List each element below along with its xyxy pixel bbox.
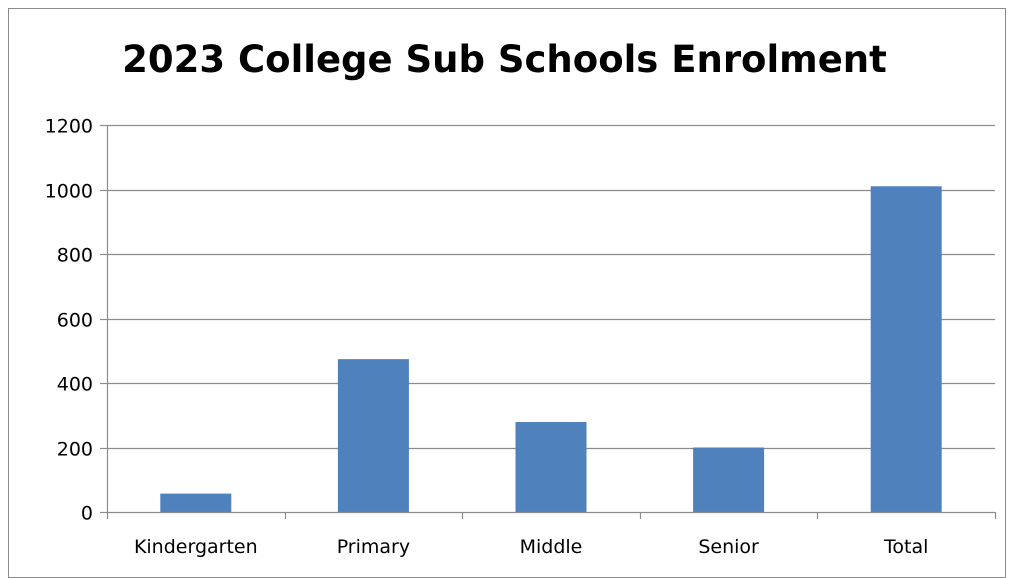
gridlines bbox=[107, 126, 995, 449]
bar-middle bbox=[516, 422, 587, 512]
y-tick-labels: 0 200 400 600 800 1000 1200 bbox=[45, 116, 93, 525]
y-tick-label-600: 600 bbox=[57, 310, 93, 332]
y-tick-label-0: 0 bbox=[81, 503, 93, 525]
x-label-kindergarten: Kindergarten bbox=[134, 536, 258, 558]
bars bbox=[160, 186, 941, 512]
x-label-middle: Middle bbox=[520, 536, 583, 558]
y-tick-label-1000: 1000 bbox=[45, 181, 93, 203]
x-category-labels: Kindergarten Primary Middle Senior Total bbox=[134, 536, 928, 558]
x-label-total: Total bbox=[883, 536, 928, 558]
bar-senior bbox=[693, 448, 764, 513]
bar-total bbox=[871, 186, 942, 512]
x-label-primary: Primary bbox=[337, 536, 410, 558]
y-tick-label-400: 400 bbox=[57, 374, 93, 396]
y-tick-label-200: 200 bbox=[57, 439, 93, 461]
x-label-senior: Senior bbox=[698, 536, 759, 558]
bar-kindergarten bbox=[160, 494, 231, 512]
y-tick-label-800: 800 bbox=[57, 245, 93, 267]
bar-primary bbox=[338, 359, 409, 512]
y-tick-label-1200: 1200 bbox=[45, 116, 93, 138]
